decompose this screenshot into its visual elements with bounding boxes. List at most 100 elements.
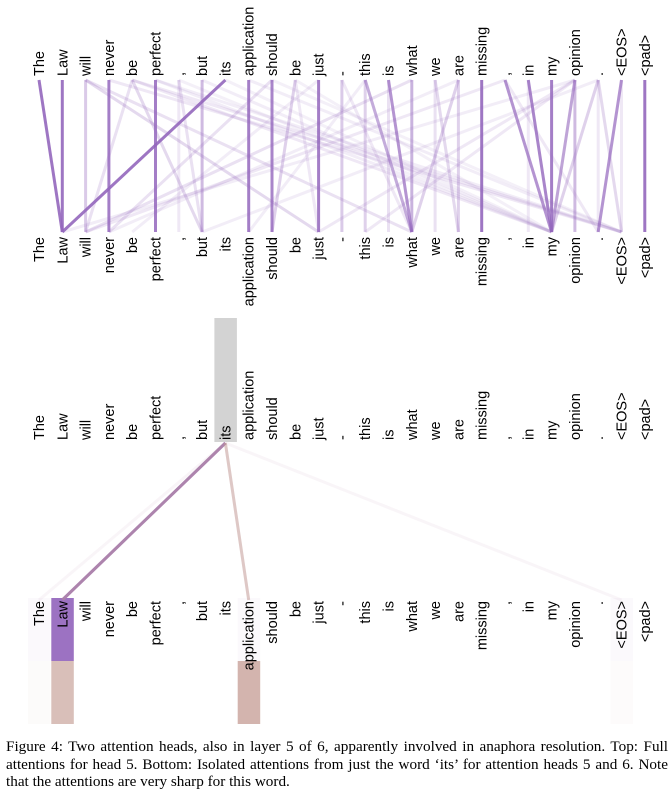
attention-weight-cell-head-6 bbox=[51, 661, 74, 724]
bottom-source-token-label: its bbox=[218, 426, 234, 441]
top-attention-line bbox=[433, 79, 460, 233]
top-attention-line bbox=[410, 79, 460, 233]
bottom-source-token-label: missing bbox=[475, 391, 491, 440]
bottom-target-token-label: opinion bbox=[568, 601, 584, 648]
attention-weight-cell-head-5 bbox=[237, 598, 261, 661]
top-source-token-label: be bbox=[125, 60, 141, 76]
bottom-target-token-label: this bbox=[358, 601, 374, 624]
top-source-token-label: will bbox=[79, 56, 95, 77]
top-attention-line bbox=[526, 79, 554, 233]
bottom-target-token-label: what bbox=[405, 601, 421, 633]
top-attention-line bbox=[363, 79, 414, 233]
top-attention-line bbox=[503, 79, 554, 233]
bottom-target-token-label: , bbox=[172, 601, 188, 605]
top-attention-line bbox=[596, 79, 623, 233]
attention-weight-cell-head-5 bbox=[610, 598, 633, 661]
bottom-source-token-label: just bbox=[312, 417, 328, 441]
top-target-token-label: Law bbox=[55, 236, 71, 263]
top-target-token-label: we bbox=[428, 237, 444, 257]
top-attention-line bbox=[201, 78, 599, 234]
top-source-token-label: - bbox=[335, 71, 351, 76]
top-target-token-label: application bbox=[242, 237, 258, 306]
bottom-attention-line-head-5 bbox=[38, 441, 227, 602]
attention-weight-cell-head-6 bbox=[28, 661, 51, 724]
bottom-attention-lines bbox=[38, 441, 623, 602]
top-source-token-label: in bbox=[521, 65, 537, 76]
top-target-token-label: . bbox=[591, 237, 607, 241]
figure-caption: Figure 4: Two attention heads, also in l… bbox=[6, 738, 668, 790]
top-target-token-label: its bbox=[218, 237, 234, 252]
top-source-token-label: are bbox=[451, 55, 467, 76]
bottom-target-token-label: never bbox=[102, 601, 118, 637]
top-attention-line bbox=[364, 78, 576, 234]
top-attention-line bbox=[84, 78, 320, 234]
top-target-token-label: in bbox=[521, 237, 537, 248]
bottom-target-token-label: perfect bbox=[149, 601, 165, 645]
bottom-attention-line-head-6 bbox=[223, 442, 251, 601]
bottom-source-token-label: . bbox=[591, 436, 607, 440]
bottom-source-token-label: should bbox=[265, 397, 281, 440]
top-source-token-label: but bbox=[195, 56, 211, 76]
top-target-token-label: - bbox=[335, 237, 351, 242]
bottom-source-token-label: never bbox=[102, 404, 118, 440]
top-attention-line bbox=[224, 78, 553, 234]
bottom-target-token-label: be bbox=[125, 601, 141, 617]
top-target-token-label: but bbox=[195, 237, 211, 257]
top-source-token-label: missing bbox=[475, 27, 491, 76]
top-attention-line bbox=[84, 78, 413, 234]
top-attention-line bbox=[85, 78, 506, 234]
top-attention-line bbox=[270, 79, 297, 233]
bottom-source-token-label: will bbox=[79, 420, 95, 441]
top-source-token-label: never bbox=[102, 40, 118, 76]
top-source-token-label: its bbox=[218, 62, 234, 77]
bottom-target-token-label: should bbox=[265, 601, 281, 644]
bottom-target-token-label: just bbox=[312, 601, 328, 625]
top-attention-line bbox=[107, 78, 274, 234]
bottom-target-token-label: missing bbox=[475, 601, 491, 650]
top-target-token-label: is bbox=[382, 237, 398, 247]
top-source-token-label: should bbox=[265, 33, 281, 76]
top-attention-line bbox=[154, 78, 553, 234]
top-attention-line bbox=[247, 79, 367, 233]
bottom-target-token-label: The bbox=[32, 601, 48, 626]
bottom-target-token-label: we bbox=[428, 601, 444, 621]
top-source-token-label: perfect bbox=[149, 32, 165, 76]
top-source-token-label: <EOS> bbox=[615, 28, 631, 76]
bottom-source-token-labels: The Law will never be perfect, but its applicati… bbox=[32, 371, 654, 441]
top-source-token-label: application bbox=[242, 7, 258, 76]
bottom-target-token-label: but bbox=[195, 601, 211, 621]
bottom-source-token-label: be bbox=[288, 424, 304, 440]
bottom-source-token-label: this bbox=[358, 417, 374, 440]
bottom-source-token-label: but bbox=[195, 420, 211, 440]
bottom-source-token-label: what bbox=[405, 409, 421, 441]
top-attention-line bbox=[155, 78, 622, 234]
attention-weight-cell-head-5 bbox=[51, 598, 74, 661]
bottom-target-token-label: are bbox=[451, 601, 467, 622]
top-source-token-label: , bbox=[498, 72, 514, 76]
top-source-token-label: Law bbox=[55, 49, 71, 76]
top-target-token-label: should bbox=[265, 237, 281, 280]
bottom-attention-line-head-6 bbox=[224, 441, 623, 602]
top-source-token-label: just bbox=[312, 53, 328, 77]
bottom-source-token-label: - bbox=[335, 435, 351, 440]
top-attention-line bbox=[131, 78, 622, 234]
bottom-attention-line-head-5 bbox=[61, 441, 227, 602]
top-attention-line bbox=[201, 78, 553, 234]
bottom-target-token-label: <pad> bbox=[638, 601, 654, 642]
top-source-token-label: we bbox=[428, 57, 444, 77]
bottom-target-token-label: its bbox=[218, 601, 234, 616]
top-source-token-label: my bbox=[545, 56, 561, 76]
top-source-token-label: be bbox=[288, 60, 304, 76]
top-attention-line bbox=[387, 79, 414, 233]
top-source-token-label: what bbox=[405, 45, 421, 77]
top-attention-line bbox=[340, 79, 414, 233]
top-attention-line bbox=[37, 79, 64, 233]
top-target-token-label: my bbox=[545, 236, 561, 256]
top-target-token-label: be bbox=[125, 237, 141, 253]
bottom-target-token-label: - bbox=[335, 601, 351, 606]
top-target-token-label: , bbox=[498, 237, 514, 241]
top-target-token-label: opinion bbox=[568, 237, 584, 284]
bottom-source-token-label: application bbox=[242, 371, 258, 440]
top-attention-line bbox=[293, 79, 321, 233]
top-target-token-label: , bbox=[172, 237, 188, 241]
